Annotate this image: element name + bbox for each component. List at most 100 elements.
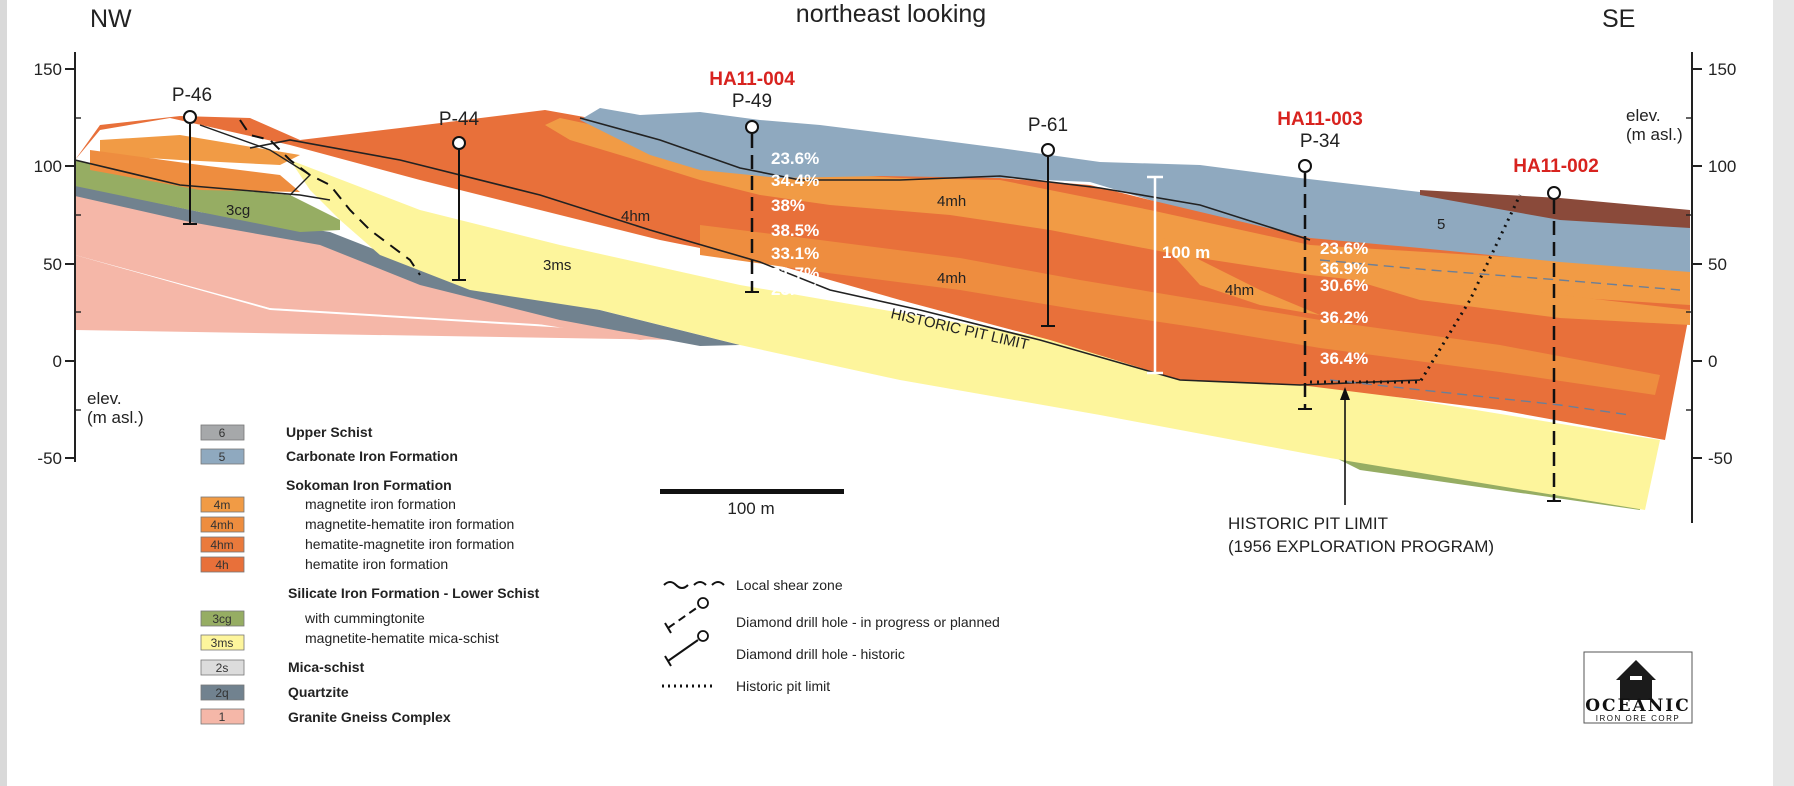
drill-hole-label-ha11-002: HA11-002 bbox=[1513, 156, 1599, 177]
symbol-key: Local shear zone Diamond drill hole - in… bbox=[662, 577, 1000, 694]
legend-label-carbonate: Carbonate Iron Formation bbox=[286, 448, 458, 464]
legend-label-mica-schist: Mica-schist bbox=[288, 659, 365, 675]
legend-code-3cg: 3cg bbox=[212, 612, 231, 626]
magnetite-band-upper bbox=[545, 118, 1690, 305]
legend-code-4hm: 4hm bbox=[210, 538, 233, 552]
grade-values-ha11-004: 23.6% 34.4% 38% 38.5% 33.1% 21.7% 23.6% bbox=[771, 149, 819, 299]
legend-label-quartzite: Quartzite bbox=[288, 684, 349, 700]
grade-ha11-004-3: 38% bbox=[771, 196, 805, 215]
drill-hole-ha11-003 bbox=[1298, 159, 1312, 410]
grade-values-ha11-003: 23.6% 36.9% 30.6% 36.2% 36.4% bbox=[1320, 239, 1368, 368]
magnetite-band-west bbox=[100, 135, 300, 165]
right-tick-100: 100 bbox=[1708, 157, 1736, 176]
grade-ha11-004-4: 38.5% bbox=[771, 221, 819, 240]
scale-bar-label: 100 m bbox=[727, 499, 774, 518]
orientation-right-label: SE bbox=[1602, 5, 1635, 33]
drill-hole-p46 bbox=[183, 110, 197, 225]
legend-swatch-3ms bbox=[200, 634, 245, 651]
drill-hole-label-p34: P-34 bbox=[1300, 131, 1341, 152]
inferred-contact-upper bbox=[1319, 259, 1681, 291]
drill-hole-p44 bbox=[452, 136, 466, 281]
symbol-label-historic: Diamond drill hole - historic bbox=[736, 646, 905, 662]
magnetite-band-east bbox=[1320, 270, 1690, 325]
legend-label-upper-schist: Upper Schist bbox=[286, 424, 373, 440]
grade-ha11-004-6: 21.7% bbox=[771, 264, 819, 283]
shear-zone-line bbox=[239, 119, 421, 276]
legend-label-granite: Granite Gneiss Complex bbox=[288, 709, 451, 725]
historic-hole-symbol bbox=[664, 630, 709, 667]
legend-heading-silicate: Silicate Iron Formation - Lower Schist bbox=[288, 585, 540, 601]
legend-label-4m: magnetite iron formation bbox=[305, 496, 456, 512]
legend-code-2s: 2s bbox=[216, 661, 229, 675]
legend-label-4h: hematite iron formation bbox=[305, 556, 448, 572]
logo-name: OCEANIC bbox=[1585, 696, 1691, 716]
unit-label-4mh-upper: 4mh bbox=[937, 193, 966, 210]
grade-ha11-003-2: 36.9% bbox=[1320, 259, 1368, 278]
legend-code-4mh: 4mh bbox=[210, 518, 233, 532]
unit-label-3ms: 3ms bbox=[543, 257, 571, 274]
drill-hole-ha11-004 bbox=[745, 120, 759, 293]
drill-hole-label-ha11-004: HA11-004 bbox=[709, 69, 795, 90]
legend-swatch-5 bbox=[200, 448, 245, 465]
legend-swatch-2q bbox=[200, 684, 245, 701]
contact-line-fold bbox=[199, 124, 312, 196]
left-tick-50: 50 bbox=[43, 255, 62, 274]
grade-ha11-004-1: 23.6% bbox=[771, 149, 819, 168]
symbol-label-pit: Historic pit limit bbox=[736, 678, 830, 694]
left-elevation-axis: 150 100 50 0 -50 elev. (m asl.) bbox=[34, 52, 144, 468]
legend-heading-sokoman: Sokoman Iron Formation bbox=[286, 477, 452, 493]
view-direction-title: northeast looking bbox=[796, 0, 986, 28]
legend: 6 Upper Schist 5 Carbonate Iron Formatio… bbox=[200, 424, 540, 725]
thickness-label: 100 m bbox=[1162, 243, 1210, 262]
grade-ha11-003-5: 36.4% bbox=[1320, 349, 1368, 368]
grade-ha11-003-3: 30.6% bbox=[1320, 276, 1368, 295]
left-tick-0: 0 bbox=[53, 352, 62, 371]
contact-line-carbonate bbox=[579, 117, 1311, 241]
unit-label-4mh-lower: 4mh bbox=[937, 270, 966, 287]
legend-code-1: 1 bbox=[219, 710, 226, 724]
contact-line-main bbox=[249, 139, 1421, 386]
inferred-contact-lower bbox=[1329, 379, 1631, 416]
legend-code-4m: 4m bbox=[214, 498, 231, 512]
legend-label-3cg: with cummingtonite bbox=[304, 610, 425, 626]
shear-zone-symbol bbox=[663, 581, 725, 589]
left-tick-100: 100 bbox=[34, 157, 62, 176]
grade-ha11-004-2: 34.4% bbox=[771, 171, 819, 190]
legend-label-3ms: magnetite-hematite mica-schist bbox=[305, 630, 499, 646]
legend-swatch-2s bbox=[200, 659, 245, 676]
magnetite-hematite-band-west bbox=[90, 150, 300, 192]
logo-tagline: IRON ORE CORP bbox=[1596, 714, 1680, 723]
oceanic-logo: OCEANIC IRON ORE CORP bbox=[1583, 651, 1693, 724]
symbol-label-planned: Diamond drill hole - in progress or plan… bbox=[736, 614, 1000, 630]
magnetite-hematite-band bbox=[700, 225, 1660, 395]
drill-hole-p61 bbox=[1041, 143, 1055, 327]
legend-swatch-6 bbox=[200, 424, 245, 441]
mica-schist-layer bbox=[290, 160, 1660, 510]
legend-swatch-4mh bbox=[200, 516, 245, 533]
granite-gneiss-layer bbox=[75, 195, 705, 345]
right-tick-minus50: -50 bbox=[1708, 449, 1733, 468]
right-axis-label-line1: elev. bbox=[1626, 106, 1661, 125]
grade-ha11-004-5: 33.1% bbox=[771, 244, 819, 263]
unit-label-4hm-west: 4hm bbox=[621, 208, 650, 225]
legend-swatch-1 bbox=[200, 708, 245, 725]
scale-bar bbox=[660, 489, 844, 494]
unit-label-4hm-east: 4hm bbox=[1225, 282, 1254, 299]
legend-code-5: 5 bbox=[219, 450, 226, 464]
right-tick-150: 150 bbox=[1708, 60, 1736, 79]
geologic-section bbox=[74, 108, 1690, 510]
right-page-edge bbox=[1773, 0, 1794, 786]
drill-hole-label-p61: P-61 bbox=[1028, 115, 1068, 136]
left-tick-150: 150 bbox=[34, 60, 62, 79]
left-axis-label-line1: elev. bbox=[87, 389, 122, 408]
right-elevation-axis: 150 100 50 0 -50 elev. (m asl.) bbox=[1626, 52, 1736, 523]
legend-swatch-4h bbox=[200, 556, 245, 573]
planned-hole-symbol bbox=[664, 597, 709, 634]
grade-ha11-003-1: 23.6% bbox=[1320, 239, 1368, 258]
legend-code-4h: 4h bbox=[215, 558, 228, 572]
drill-hole-ha11-002 bbox=[1547, 186, 1561, 502]
symbol-label-shear: Local shear zone bbox=[736, 577, 843, 593]
grade-ha11-004-7: 23.6% bbox=[771, 280, 819, 299]
